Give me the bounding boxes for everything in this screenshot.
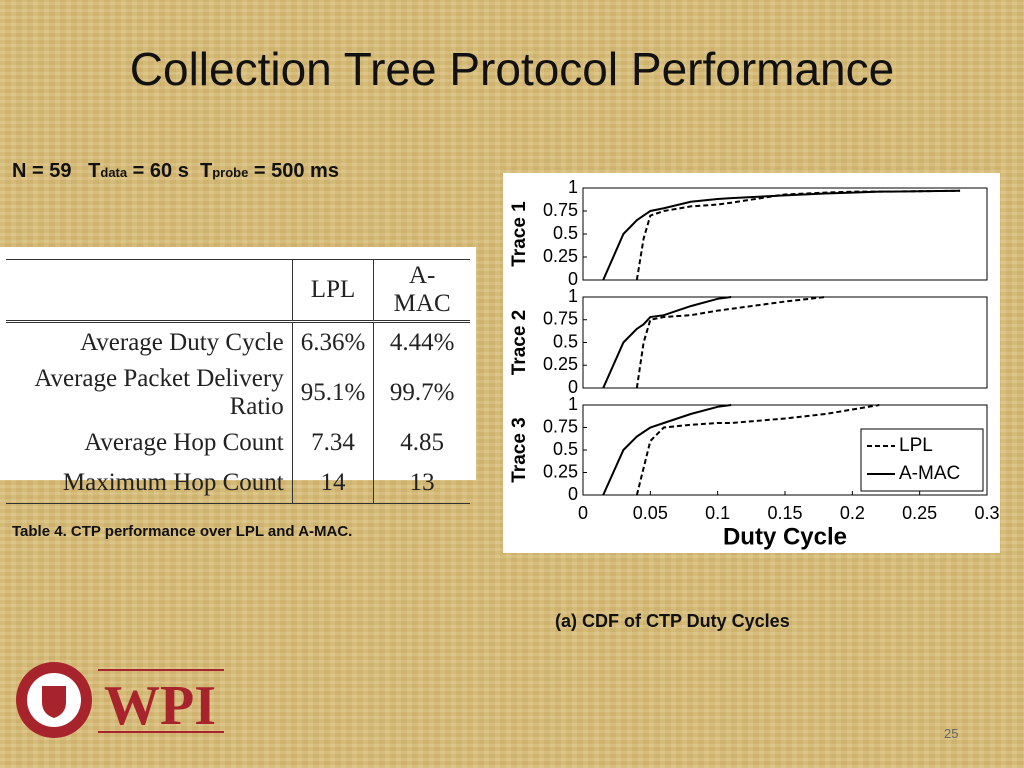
y-tick-label: 1 xyxy=(568,177,578,197)
table-cell: 4.85 xyxy=(373,423,470,463)
x-tick-label: 0.2 xyxy=(840,503,865,523)
table-cell: 99.7% xyxy=(373,363,470,423)
param-t: T xyxy=(199,160,213,182)
x-tick-label: 0.3 xyxy=(974,503,999,523)
y-tick-label: 0.5 xyxy=(553,439,578,459)
table-cell: 4.44% xyxy=(373,321,470,363)
series-line xyxy=(635,296,826,389)
table-cell: A-MAC xyxy=(373,259,470,323)
param-t: T xyxy=(88,160,101,182)
y-tick-label: 0.5 xyxy=(553,223,578,243)
y-axis-label: Trace 1 xyxy=(509,201,530,267)
table-caption: Table 4. CTP performance over LPL and A-… xyxy=(12,523,353,540)
y-tick-label: 0.75 xyxy=(543,200,578,220)
table-cell: 13 xyxy=(373,463,470,504)
table-row: LPL A-MAC xyxy=(6,259,470,323)
table-row: Average Packet Delivery Ratio 95.1% 99.7% xyxy=(6,363,470,423)
series-line xyxy=(602,404,732,496)
y-tick-label: 1 xyxy=(568,394,578,414)
table-panel: LPL A-MAC Average Duty Cycle 6.36% 4.44% Aver… xyxy=(0,247,476,504)
y-tick-label: 0.75 xyxy=(543,416,578,436)
y-tick-label: 0.5 xyxy=(553,331,578,351)
page-number: 25 xyxy=(944,726,959,741)
param-value: = 500 ms xyxy=(253,160,339,182)
table-cell: Maximum Hop Count xyxy=(6,463,293,504)
y-tick-label: 0.75 xyxy=(543,309,578,329)
table-cell: 14 xyxy=(291,463,374,504)
logo-wordmark: WPI xyxy=(104,675,216,737)
table-cell: Average Hop Count xyxy=(84,429,284,456)
y-tick-label: 0.25 xyxy=(543,246,578,266)
y-tick-label: 0.25 xyxy=(543,461,578,481)
x-tick-label: 0.1 xyxy=(705,503,730,523)
x-tick-label: 0.25 xyxy=(902,503,937,523)
y-tick-label: 0 xyxy=(568,377,578,397)
y-axis-label: Trace 2 xyxy=(509,310,530,376)
table-row: Average Duty Cycle 6.36% 4.44% xyxy=(6,321,470,363)
y-tick-label: 1 xyxy=(568,286,578,306)
legend-box xyxy=(860,428,984,492)
series-line xyxy=(602,189,961,281)
y-tick-label: 0 xyxy=(568,484,578,504)
series-line xyxy=(635,404,880,496)
table-cell: Average Packet Delivery Ratio xyxy=(34,365,284,420)
logo: WPI xyxy=(16,662,224,738)
seal-shield xyxy=(42,686,66,718)
parameters: N = 59 Tdata = 60 s Tprobe = 500 ms xyxy=(12,160,339,183)
param-value: = 60 s xyxy=(132,160,189,182)
table-cell xyxy=(6,259,293,323)
table-cell: 95.1% xyxy=(291,363,374,423)
x-tick-label: 0.05 xyxy=(633,503,668,523)
table-cell: 6.36% xyxy=(291,321,374,363)
figure-caption: (a) CDF of CTP Duty Cycles xyxy=(555,611,790,631)
table-cell: 7.34 xyxy=(291,423,374,463)
table-row: Maximum Hop Count 14 13 xyxy=(6,463,470,504)
x-axis-label: Duty Cycle xyxy=(723,523,847,550)
param-sub: probe xyxy=(212,165,249,180)
y-axis-label: Trace 3 xyxy=(509,417,530,483)
table-row: Average Hop Count 7.34 4.85 xyxy=(6,423,470,463)
table: LPL A-MAC Average Duty Cycle 6.36% 4.44% Aver… xyxy=(6,259,470,504)
series-line xyxy=(602,296,732,389)
slide-title: Collection Tree Protocol Performance xyxy=(129,43,895,95)
table-cell: LPL xyxy=(291,259,374,323)
legend-label: LPL xyxy=(899,435,933,456)
param-n: N = 59 xyxy=(12,160,72,182)
legend-label: A-MAC xyxy=(899,463,960,484)
x-tick-label: 0.15 xyxy=(767,503,802,523)
y-tick-label: 0 xyxy=(568,269,578,289)
y-tick-label: 0.25 xyxy=(543,354,578,374)
x-tick-label: 0 xyxy=(578,503,588,523)
param-sub: data xyxy=(100,165,128,180)
table-cell: Average Duty Cycle xyxy=(80,329,284,356)
